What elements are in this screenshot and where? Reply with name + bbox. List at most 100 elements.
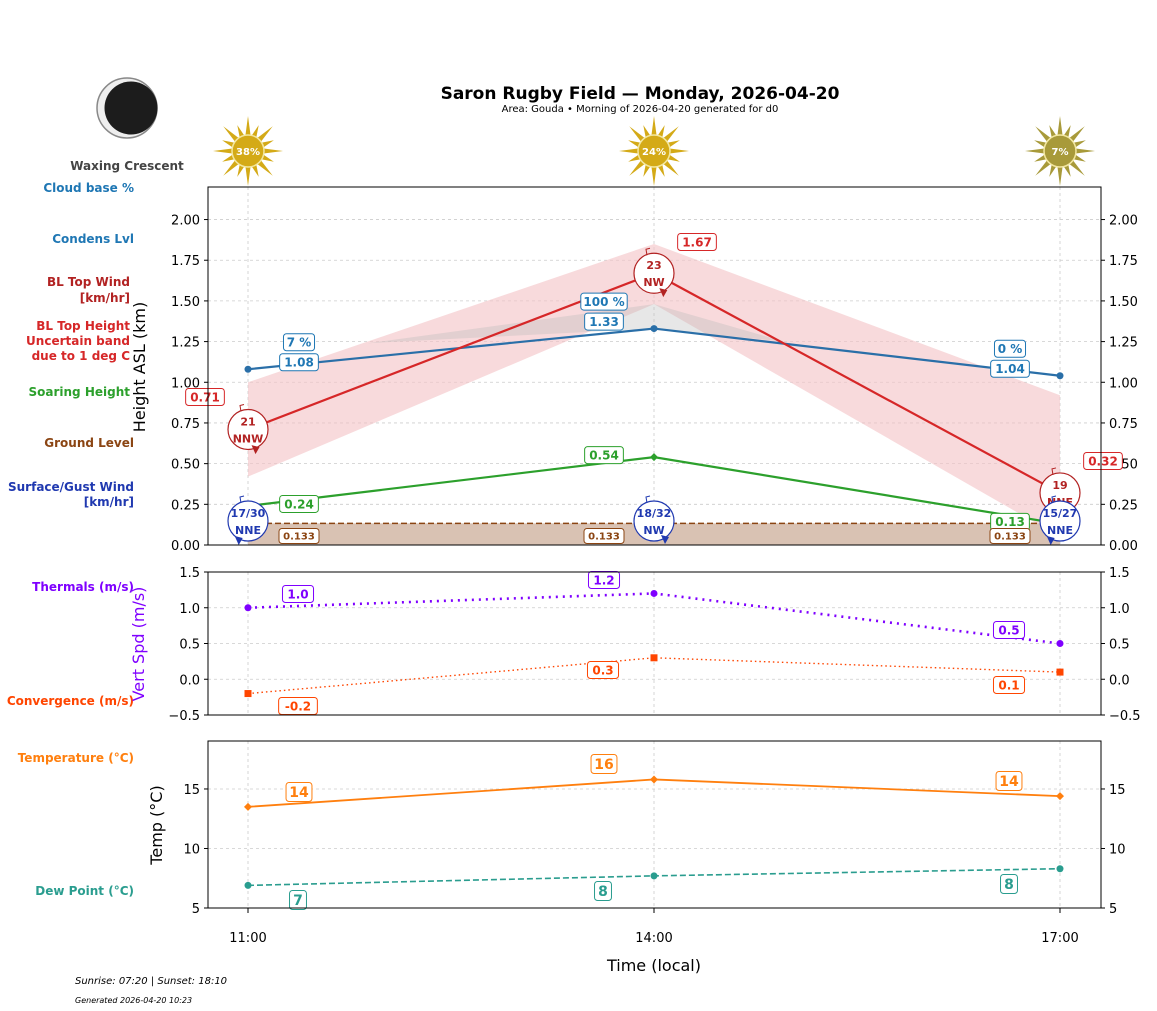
dew-point-value-label: 7 (289, 890, 307, 910)
y-tick-label-left: 0.5 (179, 638, 200, 653)
y-tick-label-right: 10 (1109, 842, 1126, 857)
wind-arrow-icon (227, 408, 269, 451)
temperature-value-label-text: 14 (289, 785, 309, 801)
surface-wind: 17/30 NNE (227, 495, 269, 545)
y-tick-label-left: 0.0 (179, 673, 200, 688)
dew-point-point (1056, 865, 1064, 873)
moon-icon (96, 77, 158, 139)
label-temperature: Temperature (°C) (18, 751, 134, 765)
convergence-value-label: 0.3 (586, 661, 620, 679)
dew-point-point (650, 872, 658, 880)
convergence-point (1056, 668, 1064, 676)
wind-speed: 23 (646, 259, 661, 272)
cloud-percent-label: 7 % (282, 333, 316, 352)
wind-speed: 17/30 (231, 507, 266, 520)
temperature-value-label-box (285, 782, 313, 802)
temperature-value-label-box (590, 754, 618, 774)
label-bl-wind: BL Top Wind (47, 275, 130, 289)
wind-barb-icon (645, 247, 651, 256)
temperature-value-label-text: 14 (999, 774, 1019, 790)
ground-value-label-box (989, 528, 1031, 544)
thermals-value-label: 1.2 (587, 571, 621, 589)
bl-top-value-label-box (185, 388, 225, 406)
temperature-point (244, 802, 252, 811)
thermals-value-label-text: 1.0 (287, 587, 308, 601)
cloud-cover-percent: 7% (1052, 147, 1069, 158)
ground-value-label-box (583, 528, 625, 544)
wind-direction: NW (643, 524, 664, 537)
condens-value-label-text: 1.08 (284, 356, 314, 370)
bl-top-value-label: 1.67 (677, 233, 717, 251)
thermals-value-label-box (992, 621, 1026, 639)
convergence-point (244, 690, 252, 698)
ground-value-label: 0.133 (583, 528, 625, 544)
condens-level-point (1056, 372, 1064, 380)
wind-direction-icon (234, 535, 243, 545)
dew-point-value-label: 8 (594, 881, 612, 901)
thermals-point (1056, 640, 1064, 647)
wind-speed: 21 (240, 415, 255, 428)
cloud-percent-label-box (580, 292, 628, 311)
dew-point-value-label-box (289, 890, 307, 910)
wind-direction: NNE (235, 524, 261, 537)
bl-top-value-label: 0.71 (185, 388, 225, 406)
label-thermals: Thermals (m/s) (32, 580, 134, 594)
x-tick-label: 11:00 (229, 931, 266, 946)
wind-arrow-icon (1039, 500, 1081, 542)
bl-top-value-label-box (677, 233, 717, 251)
dew-point-value-label-box (1000, 874, 1018, 894)
ground-value-label: 0.133 (989, 528, 1031, 544)
moon-phase-label: Waxing Crescent (70, 159, 184, 173)
y-tick-label-right: 0.5 (1109, 638, 1130, 653)
y-tick-label-left: 0.50 (171, 458, 200, 473)
y-tick-label-left: 0.00 (171, 539, 200, 554)
sun-icon: 38% (213, 116, 283, 186)
y-tick-label-left: 0.75 (171, 417, 200, 432)
label-dew-point: Dew Point (°C) (35, 884, 134, 898)
y-tick-label-left: 15 (183, 783, 200, 798)
temperature-value-label: 14 (285, 782, 313, 802)
y-tick-label-left: 2.00 (171, 214, 200, 229)
y-tick-label-right: 1.5 (1109, 566, 1130, 581)
convergence-point (650, 654, 658, 662)
surface-wind: 18/32 NW (633, 495, 675, 545)
temperature-point (650, 775, 658, 784)
wind-barb-icon (645, 495, 651, 504)
x-tick-label: 14:00 (635, 931, 672, 946)
condens-value-label-box (990, 359, 1030, 378)
wind-direction: NW (643, 276, 664, 289)
wind-direction-icon (1046, 535, 1055, 545)
sun-icon: 7% (1025, 116, 1095, 186)
cloud-percent-label: 0 % (993, 339, 1027, 358)
temperature-value-label-text: 16 (594, 757, 613, 773)
condens-value-label-box (279, 353, 319, 372)
label-condens: Condens Lvl (52, 232, 134, 246)
dew-point-value-label-text: 8 (598, 884, 608, 900)
cloud-percent-label-text: 100 % (583, 295, 624, 309)
dew-point-value-label-text: 8 (1004, 877, 1014, 893)
dew-point-value-label: 8 (1000, 874, 1018, 894)
y-tick-label-right: 1.00 (1109, 376, 1138, 391)
y-tick-label-right: 0.75 (1109, 417, 1138, 432)
cloud-percent-label-box (282, 333, 316, 352)
wind-barb-icon (239, 495, 245, 504)
ground-value-label-box (278, 528, 320, 544)
soaring-height-point (650, 453, 658, 462)
wind-direction-icon (661, 535, 669, 545)
wind-direction-icon (251, 445, 260, 455)
y-tick-label-left: 1.5 (179, 566, 200, 581)
condens-value-label: 1.04 (990, 359, 1030, 378)
plot-frame (207, 186, 1102, 546)
convergence-value-label: -0.2 (278, 697, 318, 715)
ground-value-label-text: 0.133 (994, 532, 1026, 543)
condens-value-label-box (584, 312, 624, 331)
y-tick-label-right: 1.50 (1109, 295, 1138, 310)
wind-direction: NNW (233, 432, 264, 445)
soaring-value-label: 0.24 (279, 494, 319, 513)
x-axis-label: Time (local) (606, 956, 701, 975)
convergence-value-label-box (586, 661, 620, 679)
soaring-value-label: 0.54 (584, 446, 624, 465)
ground-value-label-text: 0.133 (588, 532, 620, 543)
label-cloud-base: Cloud base % (43, 181, 134, 195)
temperature-point (1056, 792, 1064, 801)
